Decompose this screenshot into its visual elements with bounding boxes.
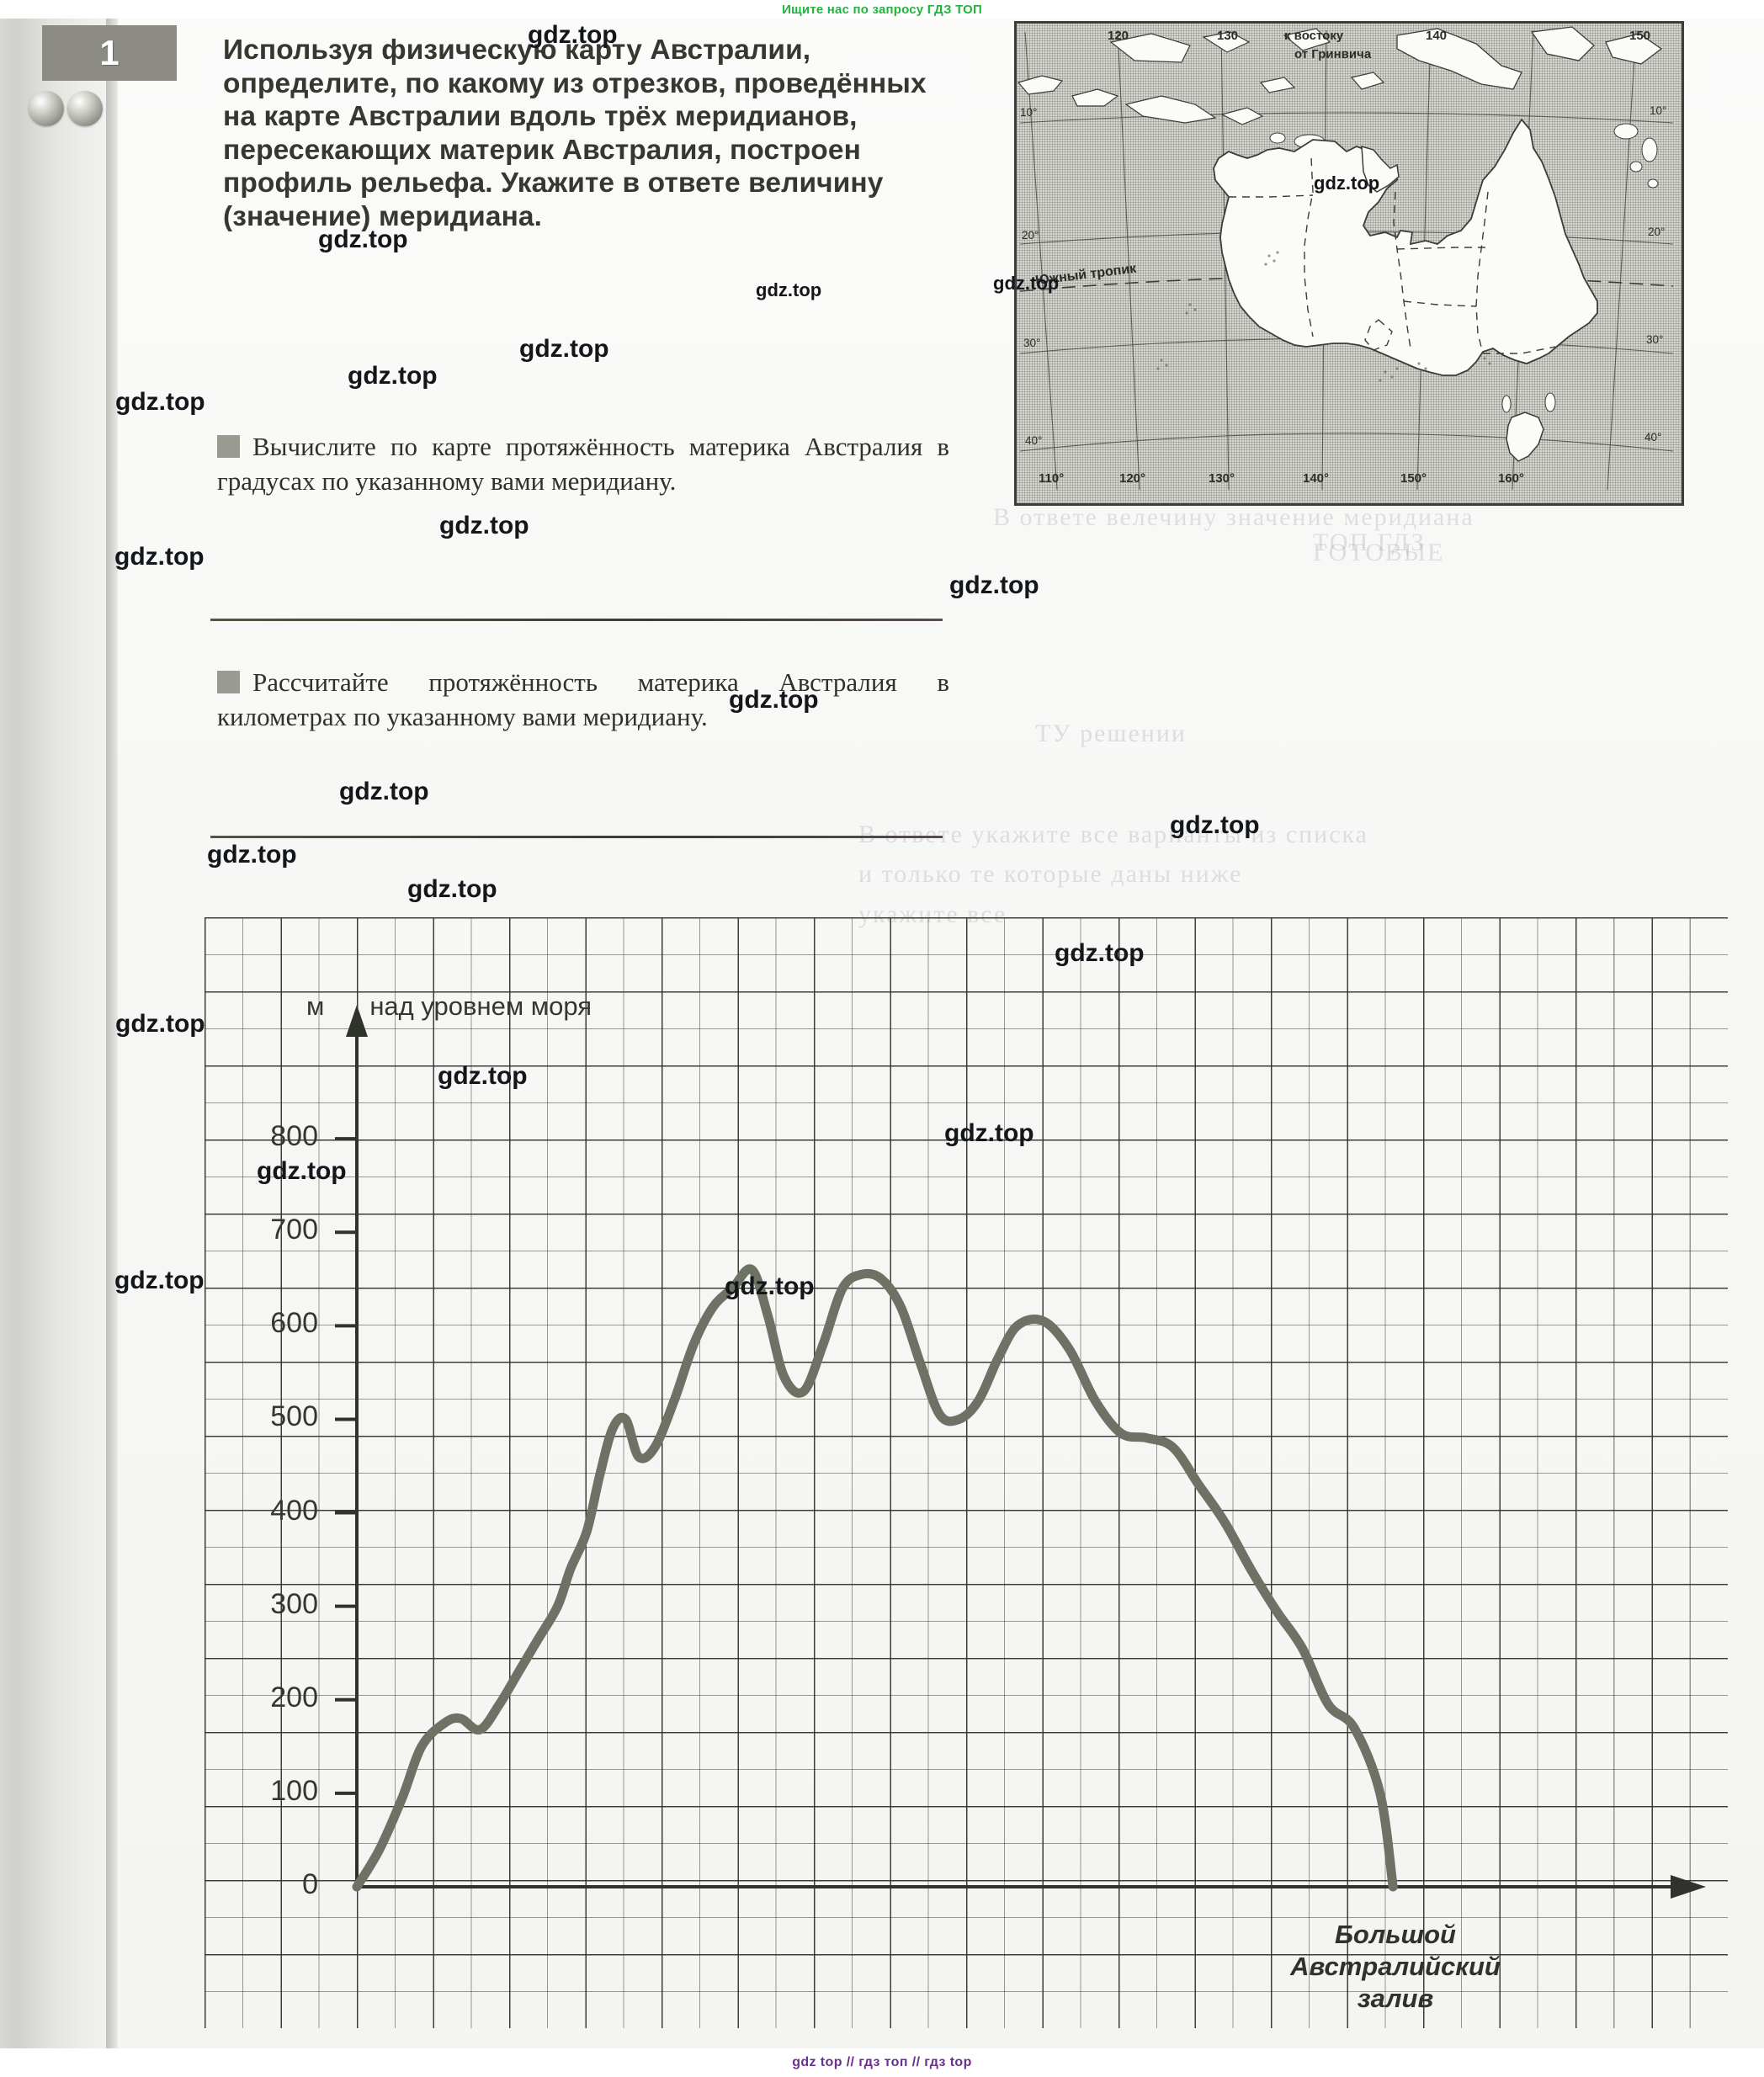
chart-annotation-gulf: Большой Австралийский залив — [1290, 1920, 1501, 2013]
chart-axis-caption: м над уровнем моря — [306, 991, 592, 1022]
map-lon-top-140: 140 — [1426, 29, 1448, 43]
map-lon-bottom-110: 110° — [1039, 471, 1065, 486]
book-spine-edge — [106, 0, 118, 2077]
map-lat-right-20: 20° — [1648, 226, 1666, 238]
promo-banner-bottom-text: gdz top // гдз топ // гдз top — [792, 2055, 972, 2069]
map-lat-left-20: 20° — [1022, 229, 1039, 242]
chart-axis-caption-text: над уровнем моря — [369, 991, 592, 1021]
map-lat-right-40: 40° — [1644, 431, 1662, 444]
map-lon-top-120: 120 — [1108, 29, 1129, 43]
chart-y-tick-700: 700 — [270, 1214, 318, 1246]
decorative-sphere-icon — [29, 91, 64, 126]
chart-y-tick-0: 0 — [302, 1868, 318, 1900]
chart-y-tick-400: 400 — [270, 1494, 318, 1527]
map-lon-bottom-130: 130° — [1209, 471, 1235, 486]
answer-rule-line — [210, 836, 943, 838]
task-intro-text: Используя физическую карту Австралии, оп… — [223, 35, 927, 232]
task-number-badge: 1 — [42, 25, 177, 81]
map-lon-bottom-140: 140° — [1303, 471, 1330, 486]
square-bullet-icon — [217, 671, 240, 693]
answer-rule-line — [210, 619, 943, 621]
promo-banner-bottom: gdz top // гдз топ // гдз top — [0, 2048, 1764, 2077]
map-lon-bottom-160: 160° — [1498, 471, 1525, 486]
square-bullet-icon — [217, 435, 240, 458]
book-spine-shadow — [0, 0, 116, 2077]
chart-axis-unit: м — [306, 991, 325, 1021]
chart-y-tick-600: 600 — [270, 1307, 318, 1340]
chart-y-tick-800: 800 — [270, 1120, 318, 1153]
subquestion-1-text: Вычислите по карте протяжённость материк… — [217, 432, 949, 497]
map-lat-left-30: 30° — [1023, 337, 1041, 349]
chart-grid-major — [205, 917, 1728, 2028]
task-number-group: 1 — [19, 13, 183, 165]
subquestion-1: Вычислите по карте протяжённость материк… — [217, 429, 949, 498]
map-lat-left-40: 40° — [1025, 434, 1043, 447]
subquestion-2-text: Рассчитайте протяжённость материка Австр… — [217, 667, 949, 732]
task-number-label: 1 — [99, 33, 120, 72]
map-lat-left-10: 10° — [1020, 106, 1038, 119]
map-lon-bottom-120: 120° — [1119, 471, 1146, 486]
map-lat-right-10: 10° — [1650, 104, 1667, 117]
subquestion-2: Рассчитайте протяжённость материка Австр… — [217, 665, 949, 734]
promo-banner-top: Ищите нас по запросу ГДЗ ТОП — [0, 0, 1764, 19]
decorative-sphere-icon — [67, 91, 103, 126]
map-lat-right-30: 30° — [1646, 333, 1664, 346]
map-vector — [1017, 26, 1674, 491]
map-lon-bottom-150: 150° — [1400, 471, 1427, 486]
chart-plot — [335, 1005, 1706, 1899]
promo-banner-top-text: Ищите нас по запросу ГДЗ ТОП — [782, 2, 982, 17]
relief-profile-chart: м над уровнем моря 0 100 200 300 400 500 600 700… — [205, 917, 1728, 2028]
chart-y-tick-500: 500 — [270, 1400, 318, 1433]
australia-physical-map: к востоку от Гринвича 120 130 140 150 10… — [1014, 21, 1684, 506]
map-label-greenwich-1: к востоку — [1284, 29, 1344, 43]
chart-y-tick-300: 300 — [270, 1587, 318, 1620]
chart-y-tick-200: 200 — [270, 1681, 318, 1713]
map-lon-top-130: 130 — [1217, 29, 1239, 43]
map-lon-top-150: 150 — [1629, 29, 1651, 43]
chart-y-tick-100: 100 — [270, 1774, 318, 1807]
map-label-greenwich-2: от Гринвича — [1294, 47, 1372, 61]
